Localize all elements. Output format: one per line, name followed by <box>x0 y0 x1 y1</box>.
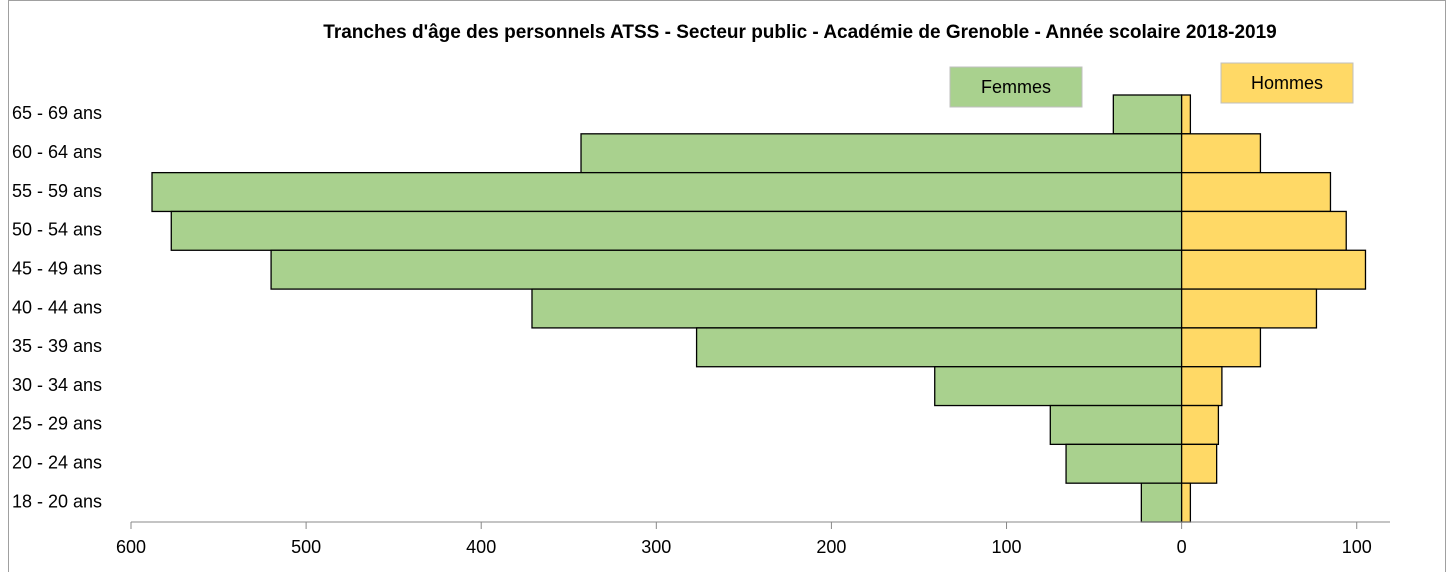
bar <box>1112 94 1183 135</box>
bar <box>934 366 1183 407</box>
y-tick-label: 45 - 49 ans <box>12 258 102 278</box>
legend-label: Hommes <box>1251 73 1323 93</box>
y-tick-label: 25 - 29 ans <box>12 414 102 434</box>
bar <box>1065 443 1183 484</box>
bar <box>1180 133 1262 174</box>
x-tick-label: 400 <box>466 537 496 557</box>
x-tick-label: 200 <box>816 537 846 557</box>
bar <box>695 327 1183 368</box>
x-tick-label: 500 <box>291 537 321 557</box>
x-tick-label: 0 <box>1177 537 1187 557</box>
bar <box>531 288 1183 329</box>
bar <box>1180 210 1347 251</box>
bar <box>1180 482 1192 523</box>
bar <box>1049 404 1183 446</box>
y-tick-label: 40 - 44 ans <box>12 297 102 317</box>
y-tick-label: 35 - 39 ans <box>12 336 102 356</box>
bar <box>151 171 1183 213</box>
legend-box <box>1220 62 1354 104</box>
y-tick-label: 55 - 59 ans <box>12 181 102 201</box>
bar <box>1180 94 1192 135</box>
bar <box>1180 327 1262 368</box>
bar <box>1180 288 1318 329</box>
chart-title: Tranches d'âge des personnels ATSS - Sec… <box>323 22 1276 43</box>
legend-label: Femmes <box>981 77 1051 97</box>
x-tick-label: 600 <box>116 537 146 557</box>
bar <box>1180 171 1332 213</box>
bar <box>270 249 1183 290</box>
bar <box>1140 482 1183 523</box>
x-tick-label: 100 <box>1342 537 1372 557</box>
y-tick-label: 60 - 64 ans <box>12 142 102 162</box>
bar <box>1180 249 1367 290</box>
bar <box>1180 366 1223 407</box>
x-tick-label: 300 <box>641 537 671 557</box>
bar <box>1180 404 1220 446</box>
y-tick-label: 50 - 54 ans <box>12 220 102 240</box>
y-tick-label: 20 - 24 ans <box>12 453 102 473</box>
bar <box>1180 443 1218 484</box>
x-tick-label: 100 <box>991 537 1021 557</box>
bar <box>580 133 1183 174</box>
y-tick-label: 18 - 20 ans <box>12 491 102 511</box>
legend-box <box>949 66 1083 108</box>
bar <box>170 210 1183 251</box>
y-tick-label: 30 - 34 ans <box>12 375 102 395</box>
y-tick-label: 65 - 69 ans <box>12 103 102 123</box>
